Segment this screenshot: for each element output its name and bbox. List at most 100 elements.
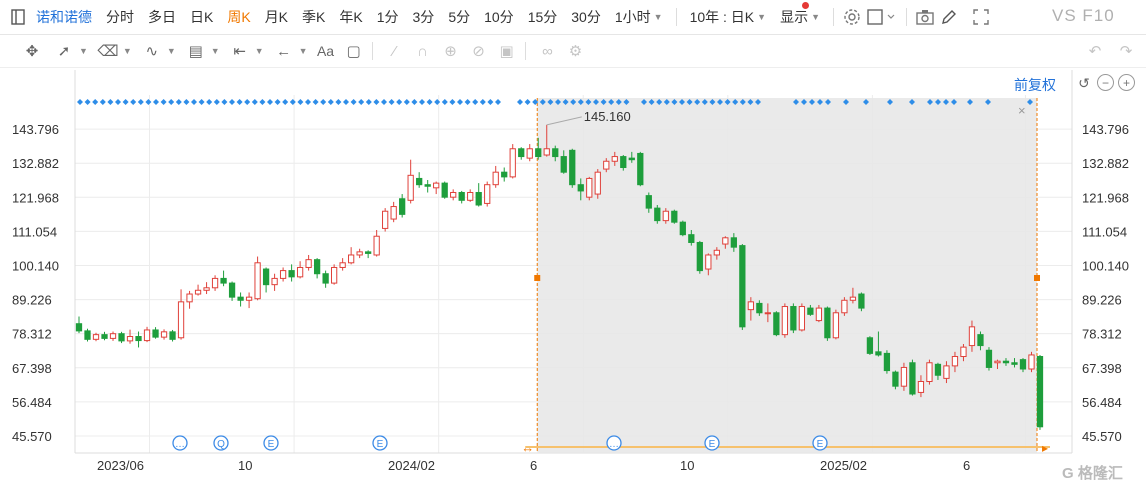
dividend-diamond [175, 99, 182, 105]
candle-body [245, 296, 253, 301]
dividend-diamond [358, 99, 365, 105]
magnet-icon[interactable]: ∩ [417, 42, 428, 60]
event-marker[interactable]: E [812, 435, 828, 451]
event-marker[interactable]: … [606, 435, 622, 451]
sidebar-toggle-icon[interactable] [6, 5, 30, 29]
tab-period-3[interactable]: 周K [227, 9, 251, 25]
event-marker-circle [372, 435, 388, 451]
dividend-diamond [297, 99, 304, 105]
tab-period-9[interactable]: 5分 [448, 9, 471, 25]
dividend-diamond [381, 99, 387, 105]
candle-body [781, 306, 789, 336]
measure-icon[interactable]: ⇤ [233, 43, 246, 60]
fib-icon[interactable]: ▤ [188, 43, 203, 60]
event-marker[interactable]: E [704, 435, 720, 451]
redo-icon[interactable]: ↷ [1119, 43, 1133, 60]
range-select[interactable]: 10年 : 日K ▼ [690, 7, 767, 27]
candle-body [109, 333, 117, 339]
tab-period-5[interactable]: 季K [302, 9, 326, 25]
comment-icon[interactable]: ▢ [346, 43, 361, 60]
candle-body [620, 156, 627, 169]
event-marker[interactable]: … [172, 435, 188, 451]
gear-icon[interactable] [840, 5, 864, 29]
event-marker-circle [704, 435, 720, 451]
candle-body [858, 293, 865, 309]
tab-period-10[interactable]: 10分 [484, 9, 514, 25]
candle-body [84, 330, 91, 340]
tab-period-12[interactable]: 30分 [571, 9, 601, 25]
candle-body [764, 312, 771, 315]
candle-body [849, 296, 857, 301]
y-tick-label-right: 67.398 [1082, 361, 1122, 376]
range-handle-right-icon: ▸ [1042, 441, 1048, 455]
dividend-diamond [747, 99, 754, 105]
x-tick-label: 2025/02 [820, 458, 867, 473]
display-select[interactable]: 显示 ▼ [780, 7, 820, 27]
dividend-diamond [739, 99, 746, 105]
dividend-diamond [909, 99, 915, 105]
watermark-logo: G 格隆汇 [1062, 465, 1123, 482]
candle-body [518, 148, 525, 158]
settings-icon[interactable]: ⚙ [568, 43, 583, 60]
candle-body [841, 299, 848, 314]
event-marker[interactable]: E [372, 435, 388, 451]
undo-icon[interactable]: ↶ [1088, 43, 1102, 60]
tab-period-7[interactable]: 1分 [376, 9, 399, 25]
candle-body [535, 148, 542, 158]
y-tick-label-right: 121.968 [1082, 190, 1129, 205]
trash-icon[interactable]: ▣ [499, 43, 514, 60]
dividend-diamond [236, 99, 243, 105]
link-icon[interactable]: ∞ [542, 42, 553, 60]
price-adjust-select[interactable]: 前复权 [1014, 77, 1056, 93]
candle-body [883, 352, 891, 372]
tab-period-4[interactable]: 月K [264, 9, 289, 25]
move-icon[interactable]: ✥ [25, 43, 39, 60]
dividend-diamond [213, 99, 220, 105]
pen-icon[interactable]: ⁄ [393, 42, 396, 60]
camera-icon[interactable] [913, 5, 937, 29]
candle-body [773, 312, 780, 336]
hide-icon[interactable]: ⊘ [472, 43, 485, 60]
tab-period-1[interactable]: 多日 [148, 9, 176, 25]
channel-icon[interactable]: ⌫ [97, 43, 119, 60]
selection-handle-right [1034, 275, 1040, 281]
tab-period-11[interactable]: 15分 [527, 9, 558, 25]
fullscreen-icon[interactable] [969, 5, 993, 29]
tab-period-6[interactable]: 年K [339, 9, 363, 25]
line-icon[interactable]: ➚ [57, 43, 71, 60]
chevron-down-icon: ▼ [811, 12, 820, 22]
event-marker[interactable]: Q [213, 435, 229, 451]
zoom-out-icon[interactable]: − [1097, 74, 1114, 91]
dividend-diamond [305, 99, 311, 105]
layout-icon[interactable] [864, 5, 900, 29]
y-tick-label-right: 143.796 [1082, 122, 1129, 137]
stock-name[interactable]: 诺和诺德 [36, 9, 92, 25]
zoom-in-icon[interactable]: + [1118, 74, 1135, 91]
event-marker[interactable]: E [263, 435, 279, 451]
tab-period-2[interactable]: 日K [190, 9, 214, 25]
event-marker-circle [263, 435, 279, 451]
hour-select[interactable]: 1小时 ▼ [615, 7, 663, 27]
candle-body [824, 307, 831, 339]
reset-icon[interactable]: ↺ [1078, 74, 1090, 91]
close-selection-icon[interactable]: × [1018, 103, 1026, 118]
divider [833, 8, 834, 26]
range-handle-left-icon: ↔ [521, 440, 534, 455]
dividend-diamond [615, 99, 622, 105]
divider [524, 42, 526, 60]
candle-body [705, 254, 712, 270]
dividend-diamond [593, 99, 599, 105]
dividend-diamond [663, 99, 670, 105]
tab-period-8[interactable]: 3分 [412, 9, 435, 25]
pencil-icon[interactable] [937, 5, 961, 29]
dividend-diamond [365, 99, 372, 105]
vs-f10-button[interactable]: VS F10 [1052, 6, 1115, 25]
tab-period-0[interactable]: 分时 [106, 9, 134, 25]
lock-icon[interactable]: ⊕ [444, 43, 457, 60]
candle-body [645, 195, 652, 209]
arrow-icon[interactable]: ← [276, 42, 292, 60]
dividend-diamond [419, 99, 425, 105]
wave-icon[interactable]: ∿ [145, 43, 159, 60]
text-icon[interactable]: Aa [316, 43, 335, 59]
